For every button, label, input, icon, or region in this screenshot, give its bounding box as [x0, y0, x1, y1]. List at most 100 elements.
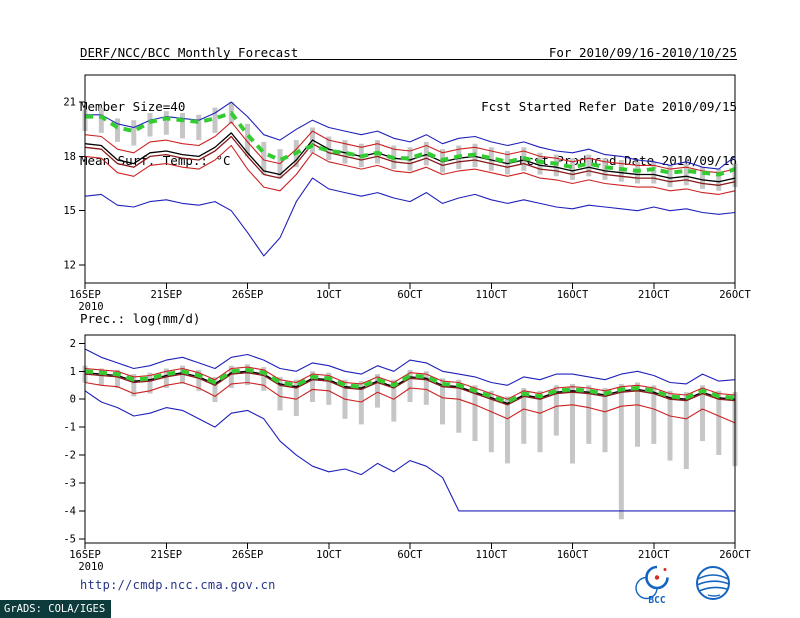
x-tick-label: 16OCT: [557, 549, 589, 561]
x-tick-label: 16SEP: [69, 289, 101, 301]
ensemble-spread-bar: [407, 147, 413, 171]
precipitation-chart: -5 -4 -3 -2 -1 0 1 2 16SEP 21SEP 26SEP 1OCT 6OCT 11OC…: [63, 334, 751, 573]
y-tick-label: -2: [63, 450, 76, 462]
ensemble-spread-bar: [570, 158, 575, 180]
member-size-label: Member Size=40: [80, 99, 186, 114]
ensemble-spread-bar: [310, 371, 315, 402]
ensemble-spread-bar: [472, 385, 478, 442]
ensemble-spread-bar: [98, 368, 104, 386]
x-tick-label: 21SEP: [150, 549, 182, 561]
y-tick-label: 2: [70, 338, 76, 350]
ensemble-spread-bar: [196, 369, 202, 391]
ensemble-spread-bar: [245, 364, 250, 386]
ensemble-spread-bar: [98, 107, 104, 133]
ensemble-spread-bar: [375, 374, 380, 408]
x-tick-label: 1OCT: [316, 289, 342, 301]
x-tick-label: 16SEP: [69, 549, 101, 561]
y-tick-label: -5: [63, 533, 76, 545]
x-tick-label: 21OCT: [638, 289, 670, 301]
page-title: DERF/NCC/BCC Monthly Forecast: [80, 45, 299, 60]
ensemble-spread-bar: [326, 136, 332, 160]
series-ensemble-max: [84, 348, 736, 386]
ensemble-spread-bar: [163, 368, 169, 388]
x-tick-label: 21OCT: [638, 549, 670, 561]
cma-emblem-logo: [696, 566, 730, 600]
ensemble-spread-bar: [293, 379, 299, 416]
y-tick-label: 21: [63, 97, 76, 109]
header-divider: [80, 59, 737, 60]
ensemble-spread-bar: [212, 107, 218, 133]
series-ensemble-min: [84, 177, 736, 257]
ensemble-spread-bar: [716, 169, 722, 191]
ensemble-spread-bar: [700, 167, 705, 189]
ensemble-spread-bar: [651, 161, 657, 184]
bcc-logo: BCC: [635, 565, 669, 606]
y-tick-label: 0: [70, 394, 76, 406]
x-tick-label: 21SEP: [150, 289, 182, 301]
ensemble-spread-bar: [391, 379, 397, 422]
x-tick-label: 26SEP: [232, 549, 264, 561]
x-tick-label: 26OCT: [719, 289, 751, 301]
series-ensemble-min: [84, 390, 735, 512]
ensemble-spread-bar: [505, 151, 510, 175]
x-tick-label: 26OCT: [719, 549, 751, 561]
forecast-range-label: For 2010/09/16-2010/10/25: [548, 45, 737, 60]
ensemble-spread-bar: [407, 369, 413, 402]
ensemble-spread-bar: [683, 163, 689, 186]
x-tick-label: 11OCT: [475, 549, 507, 561]
ensemble-spread-bar: [716, 390, 722, 455]
ensemble-spread-bar: [667, 390, 673, 461]
ensemble-spread-bar: [456, 379, 462, 433]
ensemble-spread-bar: [245, 123, 250, 157]
ensemble-spread-bar: [537, 390, 543, 453]
x-tick-label: 1OCT: [316, 549, 342, 561]
series-ensemble-median: [84, 135, 736, 186]
ensemble-spread-bar: [261, 141, 267, 175]
series-upper-quartile: [84, 366, 736, 400]
ensemble-spread-bar: [505, 396, 510, 464]
website-url: http://cmdp.ncc.cma.gov.cn: [80, 578, 276, 592]
ensemble-spread-bar: [553, 385, 559, 436]
ensemble-spread-bar: [277, 376, 283, 411]
ensemble-spread-bar: [131, 374, 137, 397]
ensemble-spread-bar: [196, 114, 202, 141]
y-tick-label: 18: [63, 151, 76, 163]
series-lower-quartile: [84, 144, 736, 195]
y-tick-label: 15: [63, 205, 76, 217]
ensemble-spread-bar: [635, 382, 640, 447]
ensemble-spread-bar: [488, 390, 494, 453]
ensemble-spread-bar: [618, 383, 624, 520]
bcc-logo-label: BCC: [648, 595, 665, 606]
ensemble-spread-bar: [586, 385, 592, 444]
y-tick-label: -3: [63, 478, 76, 490]
ensemble-spread-bar: [700, 385, 705, 442]
bcc-swirl-icon: [635, 565, 669, 600]
ensemble-spread-bar: [423, 141, 429, 166]
cma-globe-icon: [696, 566, 730, 600]
x-tick-label: 6OCT: [397, 549, 423, 561]
x-tick-label: 6OCT: [397, 289, 423, 301]
series-climatology: [85, 111, 736, 177]
ensemble-spread-bar: [326, 372, 332, 405]
ensemble-spread-bar: [488, 147, 494, 171]
ensemble-spread-bar: [586, 154, 592, 177]
y-tick-label: -4: [63, 505, 76, 517]
series-ensemble-median: [84, 372, 736, 406]
x-tick-label: 26SEP: [232, 289, 264, 301]
ensemble-spread-bar: [115, 118, 120, 142]
ensemble-spread-bar: [521, 388, 527, 444]
ensemble-spread-bar: [423, 371, 429, 405]
x-tick-label: 16OCT: [557, 289, 589, 301]
grads-credit-tag: GrADS: COLA/IGES: [0, 600, 112, 618]
temperature-chart: 12 15 18 21 16SEP 21SEP 26SEP 1OCT 6OCT 11OCT 16OC…: [63, 74, 751, 313]
y-tick-label: 1: [70, 366, 76, 378]
ensemble-spread-bar: [342, 140, 348, 164]
ensemble-spread-bar: [163, 111, 169, 135]
series-ensemble-mean: [84, 132, 736, 183]
x-year-label: 2010: [78, 561, 103, 573]
refer-date-label: Fcst Started Refer Date 2010/09/15: [481, 99, 737, 114]
ensemble-spread-bar: [115, 369, 120, 388]
ensemble-spread-bar: [261, 367, 267, 391]
ensemble-spread-bar: [358, 381, 364, 425]
